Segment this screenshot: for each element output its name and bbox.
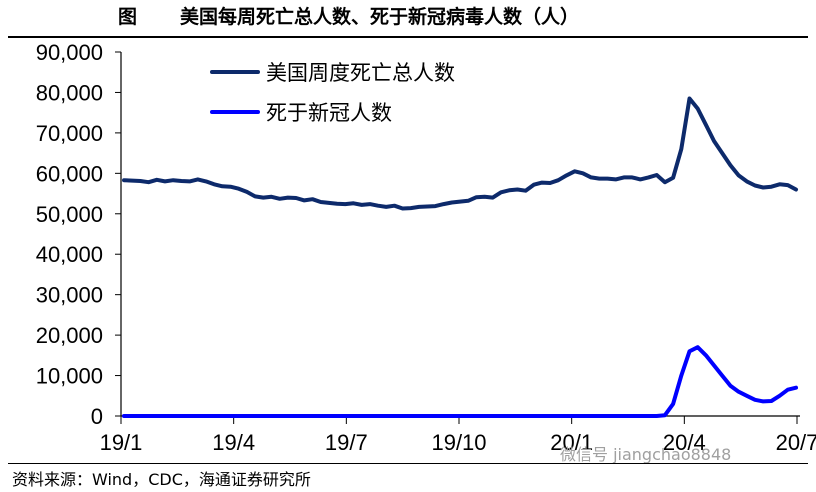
figure-label: 图 xyxy=(118,6,138,28)
x-tick-label: 20/1 xyxy=(550,430,593,455)
y-tick-label: 80,000 xyxy=(36,80,103,105)
figure-title-text: 美国每周死亡总人数、死于新冠病毒人数（人） xyxy=(180,6,580,28)
watermark: 微信号 jiangchao8848 xyxy=(560,445,732,464)
x-tick-label: 19/10 xyxy=(431,430,486,455)
y-tick-label: 0 xyxy=(91,404,103,429)
x-tick-label: 19/4 xyxy=(212,430,255,455)
y-tick-label: 20,000 xyxy=(36,323,103,348)
x-tick-label: 20/4 xyxy=(663,430,706,455)
y-tick-label: 60,000 xyxy=(36,161,103,186)
legend-label: 死于新冠人数 xyxy=(266,101,392,125)
y-tick-label: 70,000 xyxy=(36,121,103,146)
y-tick-label: 30,000 xyxy=(36,283,103,308)
legend-label: 美国周度死亡总人数 xyxy=(266,61,455,85)
line-chart: 0 10,000 20,000 30,000 40,000 50,000 60,000 70,… xyxy=(36,40,816,455)
y-axis: 0 10,000 20,000 30,000 40,000 50,000 60,000 70,… xyxy=(36,40,122,429)
series-line-covid-deaths xyxy=(122,345,798,418)
series-line-total-deaths xyxy=(122,96,798,211)
figure-title: 图 美国每周死亡总人数、死于新冠病毒人数（人） xyxy=(8,2,808,32)
x-tick-label: 19/1 xyxy=(100,430,143,455)
y-tick-label: 90,000 xyxy=(36,40,103,65)
x-axis: 19/1 19/4 19/7 19/10 20/1 20/4 20/7 xyxy=(100,415,816,455)
y-tick-label: 50,000 xyxy=(36,202,103,227)
bottom-rule xyxy=(8,463,808,464)
series-layer xyxy=(122,96,798,418)
y-tick-label: 40,000 xyxy=(36,242,103,267)
top-rule xyxy=(8,36,808,38)
source-note: 资料来源：Wind，CDC，海通证券研究所 xyxy=(12,470,311,489)
y-tick-label: 10,000 xyxy=(36,364,103,389)
x-tick-label: 20/7 xyxy=(776,430,816,455)
x-tick-label: 19/7 xyxy=(325,430,368,455)
